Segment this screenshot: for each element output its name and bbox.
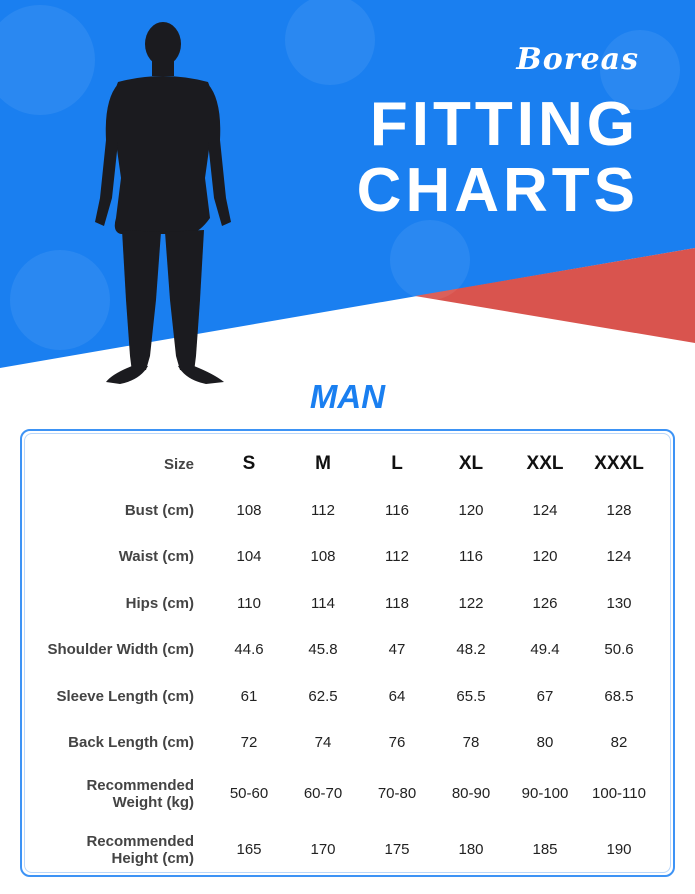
hero-banner: Boreas FITTING CHARTS	[0, 0, 695, 400]
table-cell: 124	[532, 502, 558, 520]
column-header-xxl: XXL	[526, 453, 564, 475]
table-cell: 110	[237, 594, 261, 612]
table-cell: 49.4	[530, 641, 560, 659]
table-row-shoulder-width: Shoulder Width (cm) 44.6 45.8 47 48.2 49…	[30, 627, 656, 673]
column-header-m: M	[315, 453, 331, 475]
column-header-xxxl: XXXL	[594, 453, 644, 475]
table-cell: 78	[462, 734, 480, 752]
table-cell: 104	[236, 548, 262, 566]
table-cell: 190	[606, 841, 632, 859]
table-cell: 74	[314, 734, 332, 752]
table-cell: 45.8	[308, 641, 338, 659]
table-row-bust: Bust (cm) 108 112 116 120 124 128	[30, 487, 656, 533]
row-label-line1: Recommended	[86, 832, 194, 850]
brand-logo: Boreas	[516, 42, 639, 77]
table-cell: 100-110	[592, 785, 646, 803]
table-cell: 118	[385, 594, 409, 612]
table-cell: 80	[536, 734, 554, 752]
watermark-letters	[0, 0, 680, 350]
table-cell: 126	[532, 594, 558, 612]
table-cell: 108	[310, 548, 336, 566]
table-cell: 170	[310, 841, 336, 859]
row-label: Recommended Height (cm)	[30, 822, 212, 878]
row-label-line1: Recommended	[86, 776, 194, 794]
table-cell: 122	[458, 594, 484, 612]
section-title: MAN	[309, 378, 386, 415]
row-label: Waist (cm)	[118, 548, 194, 566]
column-header-xl: XL	[458, 453, 484, 475]
page-title-line2: CHARTS	[356, 156, 639, 225]
table-row-back-length: Back Length (cm) 72 74 76 78 80 82	[30, 719, 656, 765]
table-cell: 82	[610, 734, 628, 752]
table-cell: 112	[311, 502, 335, 520]
table-cell: 175	[384, 841, 410, 859]
page-title-line1: FITTING	[369, 90, 639, 159]
row-label: Back Length (cm)	[68, 734, 194, 752]
table-cell: 180	[458, 841, 484, 859]
table-cell: 90-100	[521, 785, 569, 803]
table-cell: 61	[240, 687, 258, 705]
size-chart-container: Size S M L XL XXL XXXL Bust (cm) 108 112…	[20, 429, 675, 877]
table-cell: 112	[385, 548, 409, 566]
column-header-size: Size	[163, 455, 194, 473]
table-cell: 48.2	[456, 641, 486, 659]
table-row-sleeve-length: Sleeve Length (cm) 61 62.5 64 65.5 67 68…	[30, 673, 656, 719]
table-cell: 80-90	[451, 785, 491, 803]
table-row-waist: Waist (cm) 104 108 112 116 120 124	[30, 534, 656, 580]
row-label: Shoulder Width (cm)	[47, 641, 194, 659]
table-cell: 165	[236, 841, 262, 859]
row-label: Recommended Weight (kg)	[30, 766, 212, 822]
table-cell: 116	[385, 502, 409, 520]
table-cell: 120	[532, 548, 558, 566]
table-cell: 72	[240, 734, 258, 752]
table-cell: 65.5	[456, 687, 486, 705]
table-cell: 108	[236, 502, 262, 520]
row-label: Sleeve Length (cm)	[56, 687, 194, 705]
table-cell: 76	[388, 734, 406, 752]
table-cell: 185	[532, 841, 558, 859]
size-chart-table: Size S M L XL XXL XXXL Bust (cm) 108 112…	[30, 441, 656, 878]
column-header-s: S	[242, 453, 256, 475]
man-silhouette-icon	[95, 22, 231, 384]
table-cell: 68.5	[604, 687, 634, 705]
row-label: Bust (cm)	[124, 502, 194, 520]
table-cell: 64	[388, 687, 406, 705]
table-cell: 62.5	[308, 687, 338, 705]
table-row-recommended-height: Recommended Height (cm) 165 170 175 180 1…	[30, 822, 656, 878]
table-cell: 70-80	[377, 785, 417, 803]
row-label-line2: Height (cm)	[111, 849, 195, 867]
table-cell: 114	[311, 594, 335, 612]
table-header-row: Size S M L XL XXL XXXL	[30, 441, 656, 487]
hero-background	[0, 0, 695, 384]
table-cell: 124	[606, 548, 632, 566]
table-row-recommended-weight: Recommended Weight (kg) 50-60 60-70 70-80…	[30, 766, 656, 822]
table-cell: 50.6	[604, 641, 634, 659]
table-cell: 116	[459, 548, 483, 566]
table-cell: 47	[388, 641, 406, 659]
table-cell: 120	[458, 502, 484, 520]
red-accent-stripe	[415, 248, 695, 343]
table-cell: 44.6	[234, 641, 264, 659]
table-cell: 128	[606, 502, 632, 520]
row-label-line2: Weight (kg)	[112, 793, 194, 811]
table-cell: 50-60	[229, 785, 269, 803]
row-label: Hips (cm)	[125, 594, 194, 612]
table-cell: 67	[536, 687, 554, 705]
table-row-hips: Hips (cm) 110 114 118 122 126 130	[30, 580, 656, 626]
table-cell: 130	[606, 594, 632, 612]
table-cell: 60-70	[303, 785, 343, 803]
column-header-l: L	[391, 453, 403, 475]
